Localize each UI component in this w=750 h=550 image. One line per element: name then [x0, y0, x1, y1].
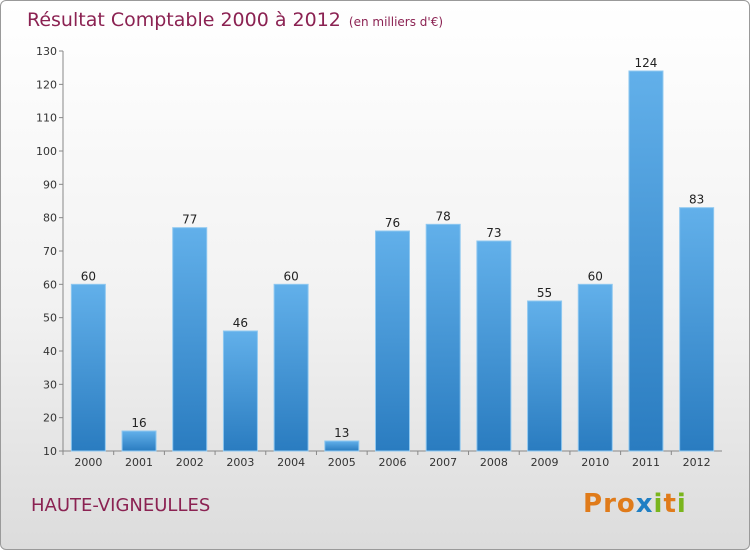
- x-tick-label: 2005: [328, 456, 356, 469]
- y-tick-label: 20: [43, 412, 57, 425]
- data-label: 60: [283, 269, 298, 283]
- data-label: 13: [334, 426, 349, 440]
- data-label: 76: [385, 216, 400, 230]
- logo-letter: r: [603, 489, 617, 519]
- y-tick-label: 50: [43, 312, 57, 325]
- x-tick-label: 2002: [176, 456, 204, 469]
- x-tick-label: 2011: [632, 456, 660, 469]
- labels: 60 16 77 46 60 13 76 78 73 55 60 124 83: [81, 56, 705, 440]
- data-label: 73: [486, 226, 501, 240]
- data-label: 77: [182, 213, 197, 227]
- x-tick-label: 2010: [581, 456, 609, 469]
- data-label: 16: [131, 416, 146, 430]
- bar: [70, 283, 106, 452]
- logo-letter: t: [663, 489, 677, 519]
- logo-letter: i: [676, 489, 687, 519]
- y-tick-label: 60: [43, 278, 57, 291]
- y-tick-label: 30: [43, 378, 57, 391]
- x-tick-label: 2012: [683, 456, 711, 469]
- bar: [476, 240, 512, 452]
- bar: [324, 440, 360, 452]
- bar: [121, 430, 157, 452]
- y-tick-label: 10: [43, 445, 57, 458]
- data-label: 83: [689, 193, 704, 207]
- bar: [425, 223, 461, 452]
- x-tick-label: 2004: [277, 456, 305, 469]
- y-tick-label: 110: [36, 112, 57, 125]
- bar: [628, 70, 664, 452]
- data-label: 60: [588, 269, 603, 283]
- logo-letter: x: [635, 489, 654, 519]
- bar: [273, 283, 309, 452]
- proxiti-logo: Proxiti: [583, 489, 687, 519]
- logo-letter: P: [583, 489, 604, 519]
- y-tick-label: 130: [36, 45, 57, 58]
- y-tick-label: 40: [43, 345, 57, 358]
- x-tick-label: 2009: [531, 456, 559, 469]
- y-tick-label: 120: [36, 78, 57, 91]
- y-tick-label: 80: [43, 212, 57, 225]
- bars: [70, 70, 715, 452]
- chart-title: Résultat Comptable 2000 à 2012 (en millie…: [27, 9, 443, 31]
- y-tick-label: 100: [36, 145, 57, 158]
- logo-letter: o: [616, 489, 636, 519]
- title-text: Résultat Comptable 2000 à 2012: [27, 9, 341, 31]
- title-unit: (en milliers d'€): [348, 15, 444, 29]
- data-label: 124: [635, 56, 658, 70]
- data-label: 46: [233, 316, 248, 330]
- data-label: 60: [81, 269, 96, 283]
- data-label: 55: [537, 286, 552, 300]
- x-tick-label: 2007: [429, 456, 457, 469]
- x-tick-label: 2006: [379, 456, 407, 469]
- logo-letter: i: [653, 489, 664, 519]
- y-tick-label: 90: [43, 178, 57, 191]
- bar: [577, 283, 613, 452]
- x-tick-label: 2001: [125, 456, 153, 469]
- bar: [172, 227, 208, 452]
- bar: [527, 300, 563, 452]
- x-tick-label: 2008: [480, 456, 508, 469]
- bar: [679, 207, 715, 452]
- y-tick-label: 70: [43, 245, 57, 258]
- data-label: 78: [436, 209, 451, 223]
- x-tick-label: 2000: [74, 456, 102, 469]
- bar-chart: 10 20 30 40 50 60 70 80 90 100 110 120 130 2000 2001 20…: [36, 45, 722, 469]
- bar: [222, 330, 258, 452]
- bar: [375, 230, 410, 452]
- x-tick-label: 2003: [226, 456, 254, 469]
- commune-name: HAUTE-VIGNEULLES: [31, 495, 211, 516]
